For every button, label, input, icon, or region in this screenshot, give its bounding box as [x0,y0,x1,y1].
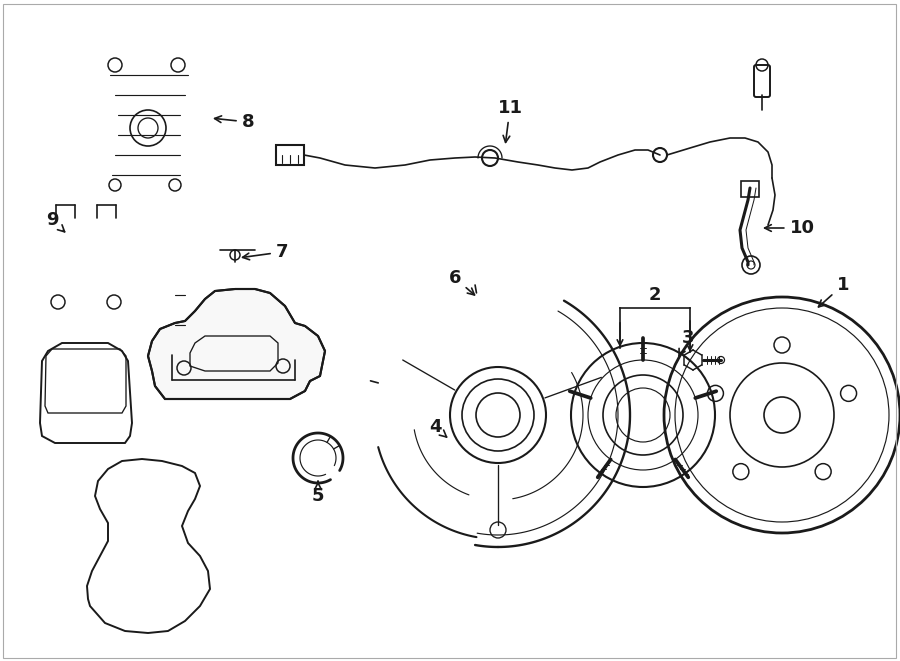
Text: 2: 2 [649,286,662,304]
Text: 6: 6 [449,269,474,295]
Text: 1: 1 [818,276,850,307]
Text: 3: 3 [680,329,694,356]
Text: 4: 4 [428,418,446,437]
Text: 9: 9 [46,211,65,232]
Text: 8: 8 [214,113,255,131]
Polygon shape [148,289,325,399]
Text: 11: 11 [498,99,523,142]
Text: 5: 5 [311,481,324,505]
Text: 7: 7 [243,243,288,261]
Text: 10: 10 [765,219,814,237]
